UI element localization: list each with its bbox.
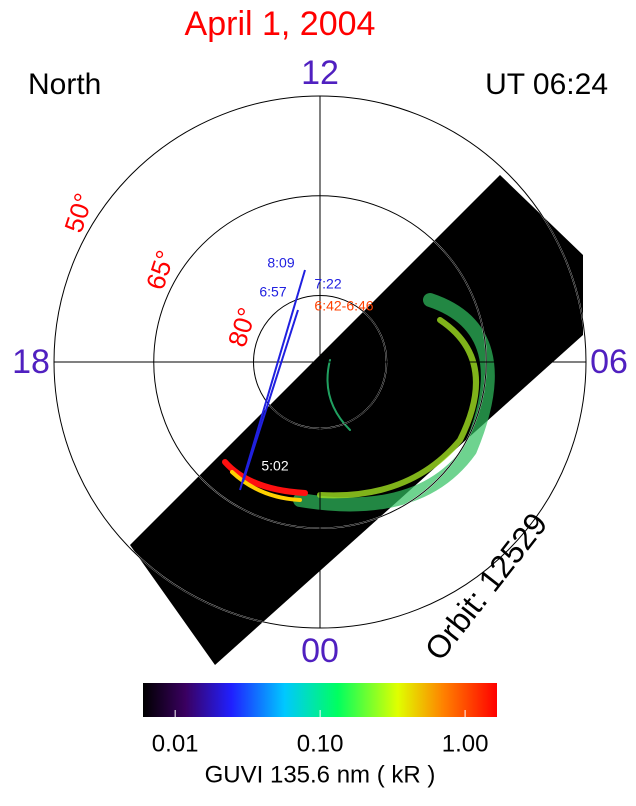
track-label: 8:09 <box>267 255 294 271</box>
track-label: 7:22 <box>314 276 341 292</box>
satellite-track <box>239 269 306 491</box>
lat-label: 50° <box>58 189 99 236</box>
lt-label: 00 <box>301 632 339 670</box>
track-label: 6:42-6:46 <box>314 298 373 314</box>
lat-label: 65° <box>140 247 181 294</box>
colorbar-tick-label: 0.10 <box>297 730 344 757</box>
orbit: Orbit: 12529 <box>418 506 555 667</box>
lt-label: 12 <box>301 54 339 92</box>
colorbar-tick-label: 1.00 <box>442 730 489 757</box>
ut-time: UT 06:24 <box>485 68 608 101</box>
track-label: 6:57 <box>259 284 286 300</box>
hemisphere: North <box>28 68 101 101</box>
lt-label: 06 <box>590 343 628 381</box>
track-label: 5:02 <box>261 458 288 474</box>
aurora <box>222 293 495 512</box>
lt-label: 18 <box>12 343 50 381</box>
colorbar-tick-label: 0.01 <box>152 730 199 757</box>
swath <box>130 175 583 665</box>
title: April 1, 2004 <box>185 5 376 43</box>
colorbar-label: GUVI 135.6 nm ( kR ) <box>205 761 436 788</box>
